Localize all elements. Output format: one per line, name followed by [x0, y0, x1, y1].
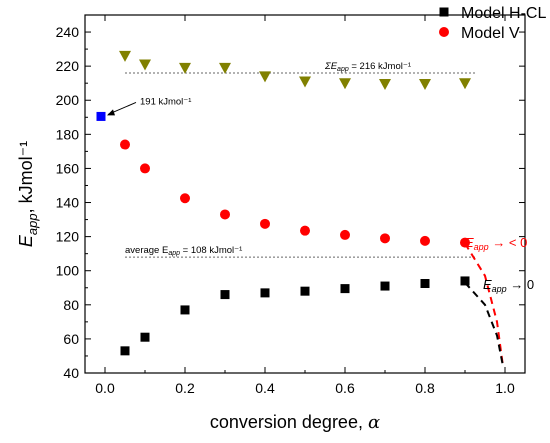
x-tick-label: 0.0: [95, 380, 115, 396]
black-end-label: Eapp → 0: [483, 277, 534, 294]
data-point-circle: [300, 225, 310, 236]
data-point-circle: [120, 139, 130, 150]
data-point-square: [96, 111, 106, 121]
data-point-circle: [439, 27, 449, 37]
data-point-triangle: [299, 76, 311, 88]
legend-label: Model V: [461, 25, 520, 42]
x-axis-title: conversion degree, α: [210, 412, 380, 433]
data-point-circle: [460, 237, 470, 248]
y-tick-label: 160: [56, 160, 80, 176]
data-point-square: [180, 305, 190, 315]
data-point-triangle: [179, 62, 191, 74]
y-tick-label: 80: [63, 297, 79, 313]
data-point-triangle: [119, 50, 131, 62]
y-tick-label: 220: [56, 58, 80, 74]
y-tick-label: 100: [56, 263, 80, 279]
y-tick-label: 40: [63, 365, 79, 381]
x-tick-label: 1.0: [495, 380, 515, 396]
red-end-label: Eapp → < 0: [465, 235, 527, 252]
data-point-square: [140, 332, 150, 342]
data-point-circle: [380, 233, 390, 244]
y-tick-label: 60: [63, 331, 79, 347]
data-point-circle: [140, 163, 150, 174]
data-point-triangle: [459, 78, 471, 90]
data-point-square: [260, 288, 270, 298]
y-tick-label: 180: [56, 126, 80, 142]
data-point-square: [120, 346, 130, 356]
extrapolation-curve: [464, 242, 504, 367]
data-point-triangle: [259, 71, 271, 83]
data-point-triangle: [339, 78, 351, 90]
data-point-triangle: [379, 79, 391, 91]
annotation-arrowhead: [107, 109, 115, 116]
y-tick-label: 120: [56, 229, 80, 245]
x-tick-label: 0.6: [335, 380, 355, 396]
reference-line-label: ΣEapp = 216 kJmol⁻¹: [324, 61, 411, 73]
reference-line-label: average Eapp = 108 kJmol⁻¹: [125, 245, 242, 257]
x-tick-label: 0.2: [175, 380, 195, 396]
data-point-square: [420, 279, 430, 288]
y-axis-title: Eapp, kJmol⁻¹: [16, 141, 40, 247]
data-point-triangle: [219, 62, 231, 74]
x-tick-label: 0.4: [255, 380, 275, 396]
data-point-square: [439, 7, 449, 17]
data-point-circle: [260, 218, 270, 229]
data-point-triangle: [139, 59, 151, 71]
data-point-square: [220, 290, 230, 300]
data-point-square: [300, 286, 310, 296]
y-tick-label: 200: [56, 92, 80, 108]
data-point-circle: [420, 235, 430, 246]
data-point-circle: [180, 193, 190, 204]
plot-frame: [84, 14, 526, 374]
x-tick-label: 0.8: [415, 380, 435, 396]
extrapolation-curve: [464, 281, 504, 367]
blue-point-label: 191 kJmol⁻¹: [140, 96, 191, 107]
data-point-square: [460, 276, 470, 286]
data-point-square: [340, 284, 350, 294]
data-point-circle: [340, 229, 350, 240]
y-tick-label: 240: [56, 24, 80, 40]
data-point-triangle: [419, 79, 431, 91]
data-point-circle: [220, 209, 230, 220]
legend-label: Model H-CL: [461, 5, 546, 22]
data-point-square: [380, 281, 390, 291]
y-tick-label: 140: [56, 195, 80, 211]
